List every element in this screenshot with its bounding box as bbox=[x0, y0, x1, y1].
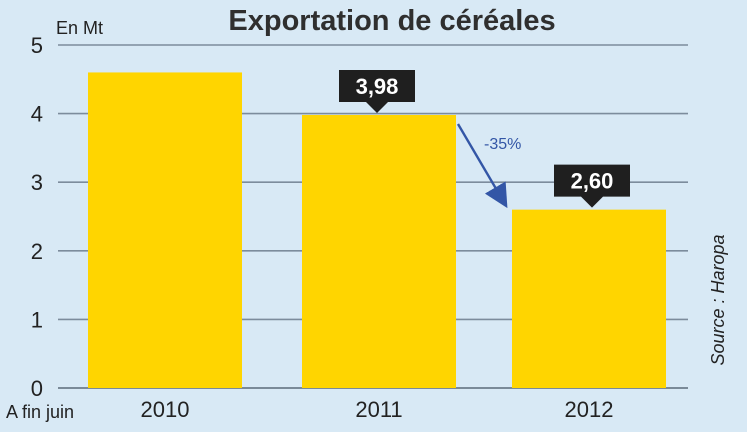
y-axis-unit: En Mt bbox=[56, 18, 103, 38]
x-tick-label-2012: 2012 bbox=[565, 397, 614, 422]
y-tick-label: 3 bbox=[31, 170, 43, 195]
bar-2011 bbox=[302, 114, 456, 389]
y-tick-label: 0 bbox=[31, 376, 43, 401]
x-axis-prefix: A fin juin bbox=[6, 402, 74, 422]
bar-2012 bbox=[512, 209, 666, 388]
bar-2010 bbox=[88, 72, 242, 388]
source-label: Source : Haropa bbox=[708, 234, 728, 365]
labels-layer: 2010 2011 2012 3,98 2,60 bbox=[141, 69, 630, 422]
data-label-2011: 3,98 bbox=[356, 74, 399, 99]
change-annotation: -35% bbox=[484, 136, 521, 153]
x-tick-label-2010: 2010 bbox=[141, 397, 190, 422]
data-label-box-2011 bbox=[339, 69, 415, 113]
change-arrow bbox=[456, 123, 508, 209]
data-label-box-2012 bbox=[554, 164, 630, 208]
chart-title: Exportation de céréales bbox=[228, 5, 555, 37]
annotation-layer: -35% bbox=[456, 123, 521, 209]
y-tick-label: 4 bbox=[31, 102, 43, 127]
x-tick-label-2011: 2011 bbox=[355, 397, 402, 422]
y-tick-label: 1 bbox=[31, 307, 43, 332]
y-tick-label: 5 bbox=[31, 33, 43, 58]
bars-layer bbox=[88, 72, 666, 389]
data-label-2012: 2,60 bbox=[571, 169, 614, 194]
y-tick-label: 2 bbox=[31, 239, 43, 264]
